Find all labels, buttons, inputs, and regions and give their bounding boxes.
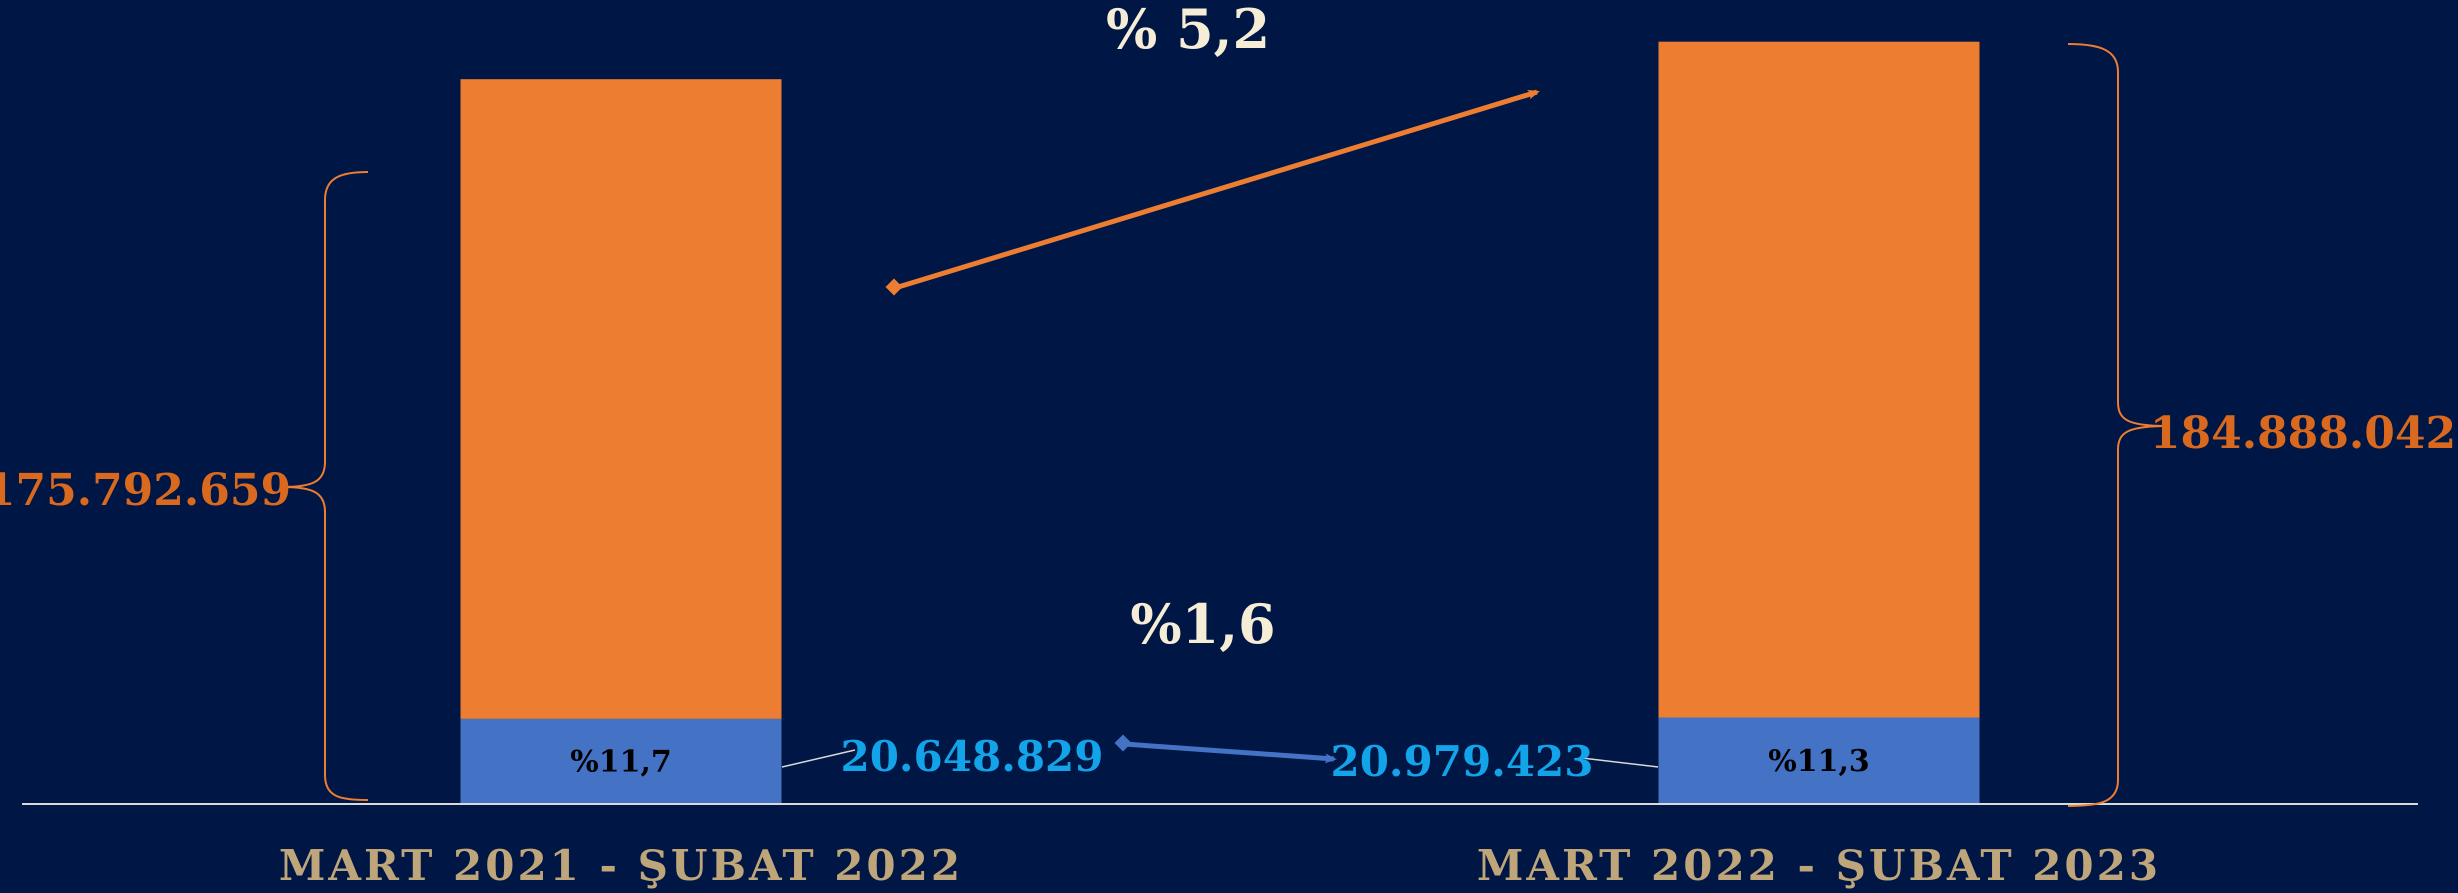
total-brace-left: [281, 171, 369, 801]
total-growth-label: % 5,2: [1106, 0, 1270, 61]
category-label-2: MART 2022 - ŞUBAT 2023: [1477, 841, 2161, 890]
total-growth-arrow-start: [885, 278, 903, 296]
bar-segment-sub-1: [460, 718, 782, 804]
sub-growth-arrow-start: [1114, 734, 1132, 752]
sub-growth-label: %1,6: [1130, 592, 1275, 656]
total-label-1: 175.792.659: [0, 465, 291, 516]
leader-line-1: [781, 749, 856, 768]
total-growth-arrow: [894, 89, 1540, 291]
total-label-2: 184.888.042: [2150, 408, 2456, 459]
bar-segment-rest-1: [460, 79, 782, 719]
total-brace-right: [2067, 43, 2169, 807]
bar-segment-rest-2: [1658, 41, 1980, 718]
sub-value-label-2: 20.979.423: [1330, 737, 1593, 786]
bars-layer: %11,7 %11,3: [460, 41, 1980, 804]
bar-segment-sub-2: [1658, 717, 1980, 804]
category-label-1: MART 2021 - ŞUBAT 2022: [279, 841, 963, 890]
sub-value-label-1: 20.648.829: [840, 732, 1103, 781]
leader-line-2: [1581, 757, 1659, 768]
sub-growth-arrow: [1123, 741, 1337, 764]
bar-percent-label-2: %11,3: [1768, 744, 1870, 779]
bar-percent-label-1: %11,7: [570, 744, 672, 779]
